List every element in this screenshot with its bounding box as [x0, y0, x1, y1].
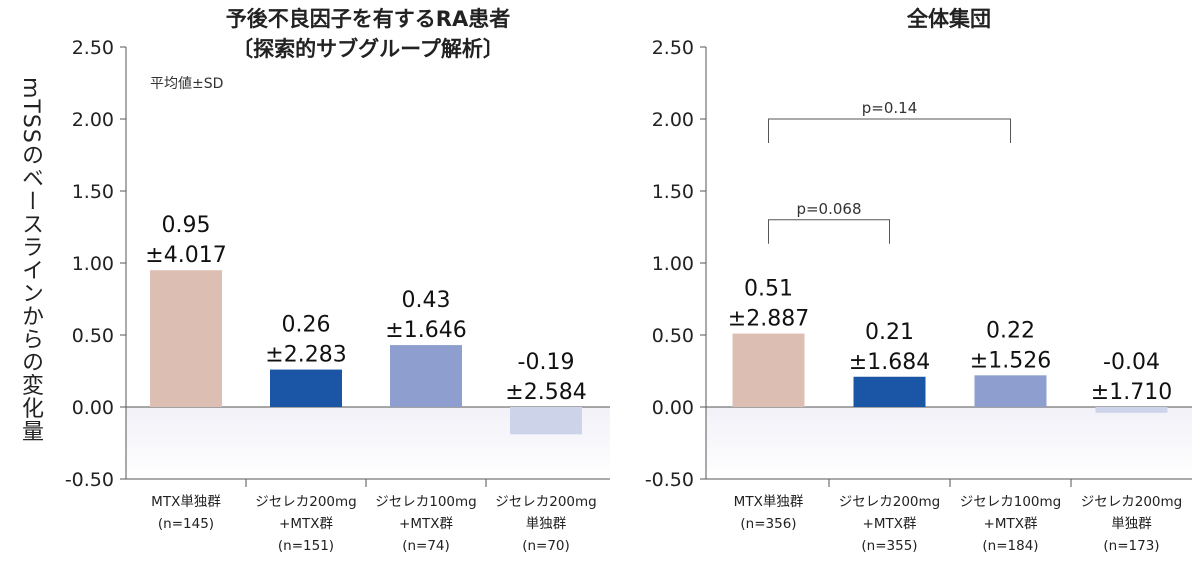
significance-bracket — [768, 219, 890, 244]
chart-title: 予後不良因子を有するRA患者 — [226, 7, 510, 31]
bar-sd-label: ±1.684 — [849, 350, 930, 375]
bar — [853, 376, 926, 407]
y-tick-label: 1.50 — [652, 181, 694, 203]
bar-value-label: 0.22 — [986, 318, 1035, 343]
chart-panel-1: 予後不良因子を有するRA患者〔探索的サブグループ解析〕平均値±SD 2.50 2.0… — [65, 7, 610, 554]
y-tick-label: 2.00 — [72, 109, 114, 131]
bar — [270, 369, 342, 407]
bar-value-label: 0.21 — [865, 320, 914, 345]
bar — [510, 407, 582, 435]
y-tick-label: 0.50 — [652, 325, 694, 347]
x-tick-label: (n=151) — [278, 538, 334, 554]
bar-sd-label: ±2.584 — [505, 380, 586, 405]
bar — [1095, 407, 1168, 413]
x-tick-label: ジセレカ200mg — [1081, 494, 1183, 510]
x-tick-label: MTX単独群 — [734, 494, 804, 510]
bar-value-label: 0.95 — [162, 213, 211, 238]
x-tick-label: MTX単独群 — [151, 494, 221, 510]
x-tick-label: (n=184) — [982, 538, 1038, 554]
x-tick-label: +MTX群 — [279, 516, 333, 532]
x-tick-label: (n=173) — [1103, 538, 1159, 554]
x-tick-label: +MTX群 — [863, 516, 917, 532]
chart-title: 全体集団 — [906, 7, 991, 31]
p-value-label: p=0.14 — [862, 99, 918, 117]
x-tick-label: (n=70) — [522, 538, 570, 554]
chart-note: 平均値±SD — [150, 76, 223, 92]
y-tick-label: 1.00 — [72, 253, 114, 275]
y-tick-label: -0.50 — [645, 469, 694, 491]
x-tick-label: ジセレカ100mg — [375, 494, 477, 510]
y-tick-label: 0.00 — [652, 397, 694, 419]
x-tick-label: +MTX群 — [984, 516, 1038, 532]
x-tick-label: +MTX群 — [399, 516, 453, 532]
bar-sd-label: ±1.646 — [385, 318, 466, 343]
bar — [150, 270, 222, 407]
y-tick-label: 2.50 — [652, 37, 694, 59]
significance-bracket — [768, 118, 1011, 143]
x-tick-label: ジセレカ100mg — [960, 494, 1062, 510]
x-tick-label: (n=355) — [861, 538, 917, 554]
bar-sd-label: ±1.710 — [1091, 380, 1172, 405]
x-tick-label: (n=74) — [402, 538, 450, 554]
bar — [974, 375, 1047, 407]
x-tick-label: ジセレカ200mg — [255, 494, 357, 510]
x-tick-label: (n=145) — [158, 516, 214, 532]
chart-subtitle: 〔探索的サブグループ解析〕 — [232, 37, 504, 61]
bar-value-label: 0.51 — [744, 277, 793, 302]
y-tick-label: -0.50 — [65, 469, 114, 491]
y-axis-label-container: mTSSのベースラインからの変化量 — [0, 60, 60, 460]
x-tick-label: (n=356) — [740, 516, 796, 532]
bar — [390, 345, 462, 407]
y-tick-label: 1.50 — [72, 181, 114, 203]
bar-sd-label: ±2.887 — [728, 307, 809, 332]
bar-value-label: 0.43 — [402, 288, 451, 313]
p-value-label: p=0.068 — [796, 200, 861, 218]
x-tick-label: ジセレカ200mg — [839, 494, 941, 510]
bar-value-label: -0.04 — [1103, 350, 1160, 375]
y-axis-label: mTSSのベースラインからの変化量 — [18, 77, 43, 443]
bar-sd-label: ±1.526 — [970, 348, 1051, 373]
bar-sd-label: ±2.283 — [265, 343, 346, 368]
x-tick-label: ジセレカ200mg — [495, 494, 597, 510]
y-tick-label: 2.50 — [72, 37, 114, 59]
y-tick-label: 0.50 — [72, 325, 114, 347]
bar-sd-label: ±4.017 — [145, 243, 226, 268]
x-tick-label: 単独群 — [526, 516, 567, 532]
y-tick-label: 1.00 — [652, 253, 694, 275]
y-tick-label: 2.00 — [652, 109, 694, 131]
chart-panel-2: 全体集団 2.50 2.00 1.50 1.00 0.50 0.00 -0.50 0.51 ±2.… — [645, 7, 1192, 554]
bar-value-label: 0.26 — [282, 313, 331, 338]
negative-region — [706, 407, 1192, 479]
bar-value-label: -0.19 — [518, 350, 575, 375]
x-tick-label: 単独群 — [1111, 516, 1152, 532]
y-tick-label: 0.00 — [72, 397, 114, 419]
bar — [732, 333, 805, 407]
